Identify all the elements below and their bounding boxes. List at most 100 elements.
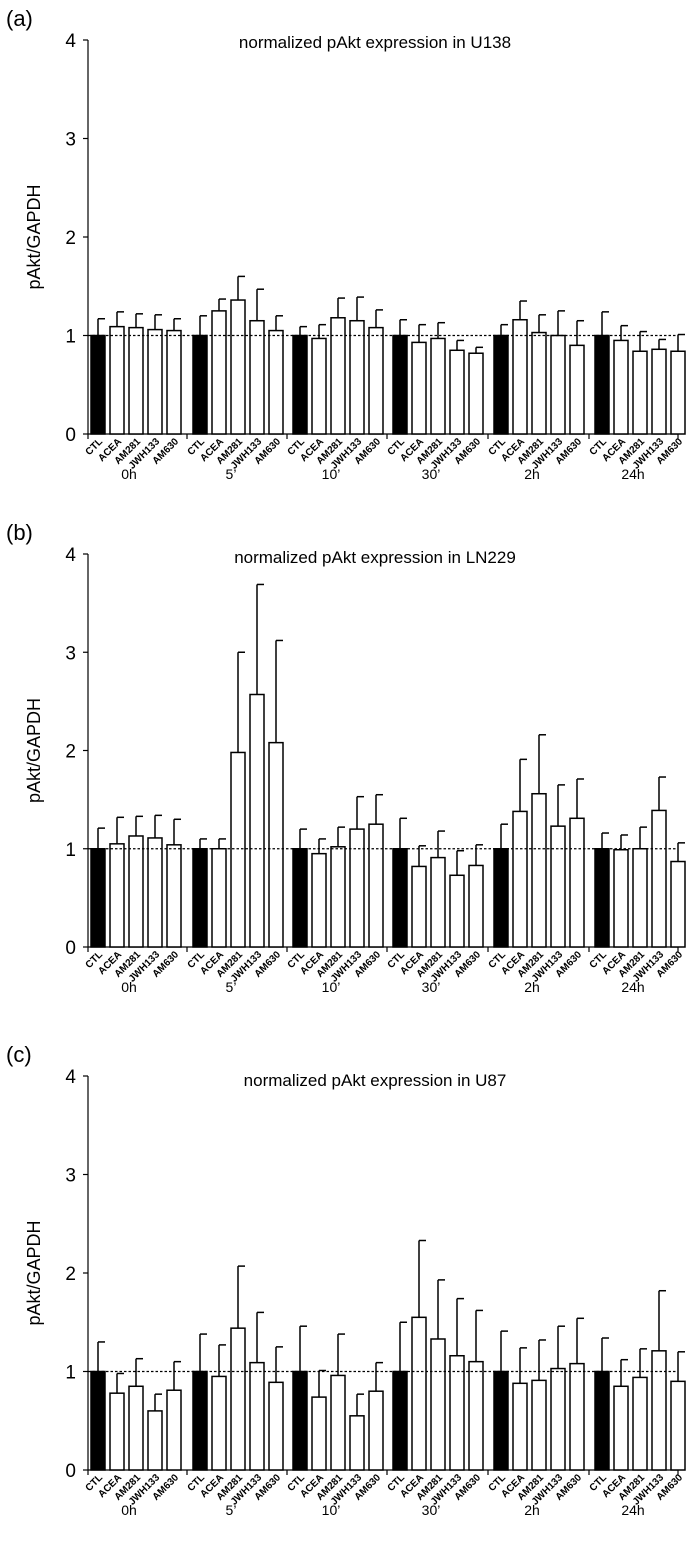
bar bbox=[230, 751, 246, 948]
y-tick-label: 1 bbox=[65, 327, 76, 348]
bar bbox=[268, 1381, 284, 1471]
bar bbox=[449, 349, 465, 435]
bar bbox=[430, 856, 446, 948]
bar bbox=[166, 1389, 182, 1471]
y-tick-label: 2 bbox=[65, 1264, 76, 1285]
bar bbox=[449, 1354, 465, 1471]
bar bbox=[368, 823, 384, 948]
bar bbox=[493, 1370, 509, 1471]
chart-panel: (c) normalized pAkt expression in U87 pAkt… bbox=[6, 1042, 686, 1518]
group-label: 2h bbox=[524, 1502, 540, 1518]
bar bbox=[569, 1362, 585, 1471]
bar bbox=[613, 848, 629, 948]
group-label: 24h bbox=[621, 466, 644, 482]
bar bbox=[512, 318, 528, 435]
bar bbox=[211, 848, 227, 948]
y-tick-label: 3 bbox=[65, 643, 76, 664]
group-label: 2h bbox=[524, 466, 540, 482]
bar bbox=[268, 329, 284, 435]
panel-label: (b) bbox=[6, 520, 33, 545]
bar bbox=[249, 1361, 265, 1471]
y-tick-label: 4 bbox=[65, 1067, 76, 1088]
group-label: 30’ bbox=[422, 979, 441, 995]
bar bbox=[670, 1380, 686, 1471]
y-axis-label: pAkt/GAPDH bbox=[24, 1220, 44, 1325]
bar bbox=[512, 1382, 528, 1471]
bar bbox=[330, 1374, 346, 1471]
group-label: 10’ bbox=[322, 1502, 341, 1518]
bar bbox=[392, 848, 408, 948]
bar bbox=[330, 846, 346, 948]
bar bbox=[349, 828, 365, 948]
y-tick-label: 2 bbox=[65, 228, 76, 249]
bar bbox=[349, 1415, 365, 1471]
bar bbox=[349, 319, 365, 435]
bar bbox=[670, 350, 686, 435]
bar bbox=[632, 848, 648, 948]
y-tick-label: 3 bbox=[65, 130, 76, 151]
group-label: 0h bbox=[121, 1502, 137, 1518]
bar bbox=[166, 329, 182, 435]
bar bbox=[147, 837, 163, 948]
bar bbox=[192, 334, 208, 435]
bar bbox=[109, 1392, 125, 1471]
y-axis-label: pAkt/GAPDH bbox=[24, 184, 44, 289]
bar bbox=[468, 1360, 484, 1471]
group-label: 0h bbox=[121, 979, 137, 995]
bar bbox=[147, 328, 163, 435]
bar bbox=[651, 1350, 667, 1471]
bar bbox=[392, 334, 408, 435]
bar bbox=[230, 299, 246, 435]
bar bbox=[166, 844, 182, 948]
group-label: 2h bbox=[524, 979, 540, 995]
bar bbox=[230, 1327, 246, 1471]
bar bbox=[292, 1370, 308, 1471]
bar bbox=[192, 1370, 208, 1471]
bar bbox=[411, 1316, 427, 1471]
chart-panel: (b) normalized pAkt expression in LN229 pA… bbox=[6, 520, 686, 995]
y-tick-label: 0 bbox=[65, 938, 76, 959]
bar bbox=[430, 1338, 446, 1471]
bar bbox=[550, 1367, 566, 1471]
chart-title: normalized pAkt expression in U87 bbox=[244, 1071, 507, 1090]
bar bbox=[493, 334, 509, 435]
bar bbox=[493, 848, 509, 948]
bar bbox=[192, 848, 208, 948]
group-label: 5’ bbox=[226, 466, 237, 482]
bar bbox=[594, 334, 610, 435]
panel-label: (a) bbox=[6, 6, 33, 31]
chart-panel: (a) normalized pAkt expression in U138 pAk… bbox=[6, 6, 686, 482]
bar bbox=[90, 1370, 106, 1471]
bar bbox=[368, 326, 384, 435]
bar bbox=[411, 341, 427, 435]
y-tick-label: 4 bbox=[65, 31, 76, 52]
y-tick-label: 3 bbox=[65, 1166, 76, 1187]
group-label: 24h bbox=[621, 1502, 644, 1518]
bar bbox=[109, 843, 125, 948]
bar bbox=[613, 339, 629, 435]
bar bbox=[632, 1376, 648, 1471]
bar bbox=[430, 337, 446, 435]
bar bbox=[613, 1385, 629, 1471]
bar bbox=[531, 792, 547, 948]
bar bbox=[90, 848, 106, 948]
y-axis-label: pAkt/GAPDH bbox=[24, 698, 44, 803]
y-tick-label: 1 bbox=[65, 1363, 76, 1384]
bar bbox=[651, 809, 667, 948]
bar bbox=[368, 1390, 384, 1471]
bar bbox=[531, 1379, 547, 1471]
bar bbox=[594, 848, 610, 948]
bar bbox=[311, 337, 327, 435]
bar bbox=[128, 835, 144, 948]
bar bbox=[468, 864, 484, 948]
bar bbox=[147, 1410, 163, 1471]
bar bbox=[249, 319, 265, 435]
bar bbox=[468, 352, 484, 435]
bar bbox=[569, 817, 585, 948]
bar bbox=[392, 1370, 408, 1471]
bar bbox=[128, 326, 144, 435]
bar bbox=[311, 852, 327, 948]
bar bbox=[330, 317, 346, 435]
bar bbox=[531, 331, 547, 435]
